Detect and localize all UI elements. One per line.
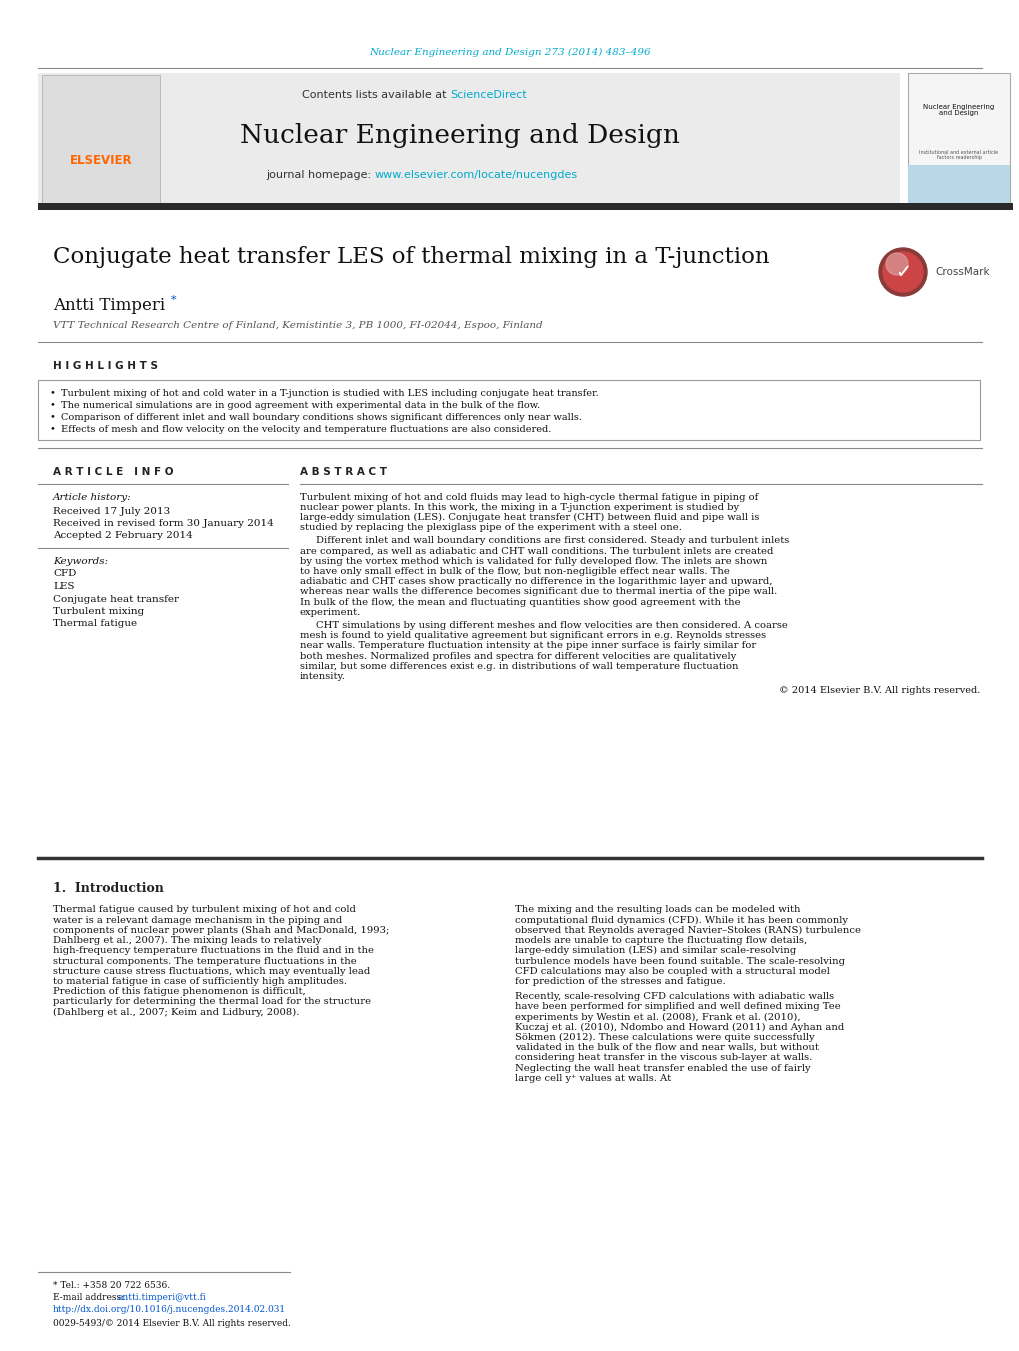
Circle shape [886, 253, 907, 276]
Text: 1.  Introduction: 1. Introduction [53, 882, 164, 896]
Bar [38, 73, 899, 205]
Text: observed that Reynolds averaged Navier–Stokes (RANS) turbulence: observed that Reynolds averaged Navier–S… [515, 925, 860, 935]
Text: studied by replacing the plexiglass pipe of the experiment with a steel one.: studied by replacing the plexiglass pipe… [300, 523, 682, 532]
Text: © 2014 Elsevier B.V. All rights reserved.: © 2014 Elsevier B.V. All rights reserved… [777, 686, 979, 696]
Text: •: • [50, 424, 56, 434]
Text: large cell y⁺ values at walls. At: large cell y⁺ values at walls. At [515, 1074, 671, 1082]
Text: CFD: CFD [53, 570, 76, 578]
Text: LES: LES [53, 582, 74, 590]
Text: Accepted 2 February 2014: Accepted 2 February 2014 [53, 531, 193, 539]
Text: Recently, scale-resolving CFD calculations with adiabatic walls: Recently, scale-resolving CFD calculatio… [515, 992, 834, 1001]
Text: large-eddy simulation (LES) and similar scale-resolving: large-eddy simulation (LES) and similar … [515, 946, 796, 955]
Text: experiments by Westin et al. (2008), Frank et al. (2010),: experiments by Westin et al. (2008), Fra… [515, 1012, 800, 1021]
Text: adiabatic and CHT cases show practically no difference in the logarithmic layer : adiabatic and CHT cases show practically… [300, 577, 771, 586]
Text: Neglecting the wall heat transfer enabled the use of fairly: Neglecting the wall heat transfer enable… [515, 1063, 810, 1073]
Text: Turbulent mixing of hot and cold water in a T-junction is studied with LES inclu: Turbulent mixing of hot and cold water i… [61, 389, 598, 397]
Circle shape [882, 253, 922, 292]
Text: Thermal fatigue: Thermal fatigue [53, 620, 137, 628]
Text: CHT simulations by using different meshes and flow velocities are then considere: CHT simulations by using different meshe… [316, 621, 787, 630]
Text: both meshes. Normalized profiles and spectra for different velocities are qualit: both meshes. Normalized profiles and spe… [300, 651, 736, 661]
Text: *: * [171, 295, 176, 305]
Text: by using the vortex method which is validated for fully developed flow. The inle: by using the vortex method which is vali… [300, 557, 766, 566]
Text: * Tel.: +358 20 722 6536.: * Tel.: +358 20 722 6536. [53, 1281, 170, 1289]
Text: Received 17 July 2013: Received 17 July 2013 [53, 507, 170, 516]
Text: Nuclear Engineering
and Design: Nuclear Engineering and Design [922, 104, 994, 116]
Text: Prediction of this fatigue phenomenon is difficult,: Prediction of this fatigue phenomenon is… [53, 988, 306, 996]
Text: near walls. Temperature fluctuation intensity at the pipe inner surface is fairl: near walls. Temperature fluctuation inte… [300, 642, 755, 650]
Text: Effects of mesh and flow velocity on the velocity and temperature fluctuations a: Effects of mesh and flow velocity on the… [61, 424, 551, 434]
Text: models are unable to capture the fluctuating flow details,: models are unable to capture the fluctua… [515, 936, 806, 946]
Text: ✓: ✓ [894, 262, 910, 281]
Text: intensity.: intensity. [300, 671, 345, 681]
Bar [42, 76, 160, 203]
Text: structural components. The temperature fluctuations in the: structural components. The temperature f… [53, 957, 357, 966]
Text: ScienceDirect: ScienceDirect [449, 91, 526, 100]
Text: E-mail address:: E-mail address: [53, 1293, 127, 1301]
Text: structure cause stress fluctuations, which may eventually lead: structure cause stress fluctuations, whi… [53, 967, 370, 975]
Text: www.elsevier.com/locate/nucengdes: www.elsevier.com/locate/nucengdes [375, 170, 578, 180]
Text: Kuczaj et al. (2010), Ndombo and Howard (2011) and Ayhan and: Kuczaj et al. (2010), Ndombo and Howard … [515, 1023, 844, 1032]
Text: •: • [50, 389, 56, 397]
Bar [38, 203, 1012, 209]
Text: computational fluid dynamics (CFD). While it has been commonly: computational fluid dynamics (CFD). Whil… [515, 916, 847, 925]
Text: Antti Timperi: Antti Timperi [53, 296, 165, 313]
Text: Turbulent mixing: Turbulent mixing [53, 607, 144, 616]
Bar [38, 380, 979, 440]
Text: antti.timperi@vtt.fi: antti.timperi@vtt.fi [118, 1293, 207, 1301]
Text: CFD calculations may also be coupled with a structural model: CFD calculations may also be coupled wit… [515, 967, 829, 975]
Text: water is a relevant damage mechanism in the piping and: water is a relevant damage mechanism in … [53, 916, 342, 924]
Text: Conjugate heat transfer LES of thermal mixing in a T-junction: Conjugate heat transfer LES of thermal m… [53, 246, 768, 267]
Text: The mixing and the resulting loads can be modeled with: The mixing and the resulting loads can b… [515, 905, 800, 915]
Text: 0029-5493/© 2014 Elsevier B.V. All rights reserved.: 0029-5493/© 2014 Elsevier B.V. All right… [53, 1319, 290, 1328]
Text: Conjugate heat transfer: Conjugate heat transfer [53, 594, 178, 604]
Text: nuclear power plants. In this work, the mixing in a T-junction experiment is stu: nuclear power plants. In this work, the … [300, 503, 739, 512]
Text: In bulk of the flow, the mean and fluctuating quantities show good agreement wit: In bulk of the flow, the mean and fluctu… [300, 597, 740, 607]
Text: Turbulent mixing of hot and cold fluids may lead to high-cycle thermal fatigue i: Turbulent mixing of hot and cold fluids … [300, 493, 758, 501]
Text: experiment.: experiment. [300, 608, 361, 616]
Text: for prediction of the stresses and fatigue.: for prediction of the stresses and fatig… [515, 977, 725, 986]
Text: have been performed for simplified and well defined mixing Tee: have been performed for simplified and w… [515, 1002, 840, 1012]
Text: Keywords:: Keywords: [53, 557, 108, 566]
Text: •: • [50, 400, 56, 409]
Text: components of nuclear power plants (Shah and MacDonald, 1993;: components of nuclear power plants (Shah… [53, 925, 389, 935]
Text: journal homepage:: journal homepage: [266, 170, 375, 180]
Text: Comparison of different inlet and wall boundary conditions shows significant dif: Comparison of different inlet and wall b… [61, 412, 582, 422]
Text: •: • [50, 412, 56, 422]
Text: Different inlet and wall boundary conditions are first considered. Steady and tu: Different inlet and wall boundary condit… [316, 536, 789, 546]
Text: Nuclear Engineering and Design: Nuclear Engineering and Design [239, 123, 680, 147]
Text: validated in the bulk of the flow and near walls, but without: validated in the bulk of the flow and ne… [515, 1043, 818, 1052]
Text: similar, but some differences exist e.g. in distributions of wall temperature fl: similar, but some differences exist e.g.… [300, 662, 738, 670]
Text: VTT Technical Research Centre of Finland, Kemistintie 3, PB 1000, FI-02044, Espo: VTT Technical Research Centre of Finland… [53, 320, 542, 330]
Bar [907, 73, 1009, 205]
Text: CrossMark: CrossMark [934, 267, 988, 277]
Text: A B S T R A C T: A B S T R A C T [300, 467, 386, 477]
Text: Nuclear Engineering and Design 273 (2014) 483–496: Nuclear Engineering and Design 273 (2014… [369, 47, 650, 57]
Text: high-frequency temperature fluctuations in the fluid and in the: high-frequency temperature fluctuations … [53, 946, 374, 955]
Text: are compared, as well as adiabatic and CHT wall conditions. The turbulent inlets: are compared, as well as adiabatic and C… [300, 547, 772, 555]
Text: to have only small effect in bulk of the flow, but non-negligible effect near wa: to have only small effect in bulk of the… [300, 567, 730, 576]
Text: Dahlberg et al., 2007). The mixing leads to relatively: Dahlberg et al., 2007). The mixing leads… [53, 936, 321, 946]
Bar [907, 165, 1009, 205]
Text: Contents lists available at: Contents lists available at [302, 91, 449, 100]
Text: Received in revised form 30 January 2014: Received in revised form 30 January 2014 [53, 519, 273, 527]
Text: (Dahlberg et al., 2007; Keim and Lidbury, 2008).: (Dahlberg et al., 2007; Keim and Lidbury… [53, 1008, 300, 1016]
Text: ELSEVIER: ELSEVIER [69, 154, 132, 166]
Text: The numerical simulations are in good agreement with experimental data in the bu: The numerical simulations are in good ag… [61, 400, 540, 409]
Text: Institutional and external article
factors readership: Institutional and external article facto… [918, 150, 998, 161]
Text: turbulence models have been found suitable. The scale-resolving: turbulence models have been found suitab… [515, 957, 844, 966]
Text: Sökmen (2012). These calculations were quite successfully: Sökmen (2012). These calculations were q… [515, 1032, 814, 1042]
Text: Thermal fatigue caused by turbulent mixing of hot and cold: Thermal fatigue caused by turbulent mixi… [53, 905, 356, 915]
Text: considering heat transfer in the viscous sub-layer at walls.: considering heat transfer in the viscous… [515, 1054, 811, 1062]
Text: Article history:: Article history: [53, 493, 131, 503]
Text: whereas near walls the difference becomes significant due to thermal inertia of : whereas near walls the difference become… [300, 588, 776, 596]
Text: http://dx.doi.org/10.1016/j.nucengdes.2014.02.031: http://dx.doi.org/10.1016/j.nucengdes.20… [53, 1305, 286, 1315]
Text: mesh is found to yield qualitative agreement but significant errors in e.g. Reyn: mesh is found to yield qualitative agree… [300, 631, 765, 640]
Text: large-eddy simulation (LES). Conjugate heat transfer (CHT) between fluid and pip: large-eddy simulation (LES). Conjugate h… [300, 513, 758, 521]
Text: H I G H L I G H T S: H I G H L I G H T S [53, 361, 158, 372]
Text: to material fatigue in case of sufficiently high amplitudes.: to material fatigue in case of sufficien… [53, 977, 346, 986]
Text: A R T I C L E   I N F O: A R T I C L E I N F O [53, 467, 173, 477]
Text: particularly for determining the thermal load for the structure: particularly for determining the thermal… [53, 997, 371, 1006]
Circle shape [878, 249, 926, 296]
